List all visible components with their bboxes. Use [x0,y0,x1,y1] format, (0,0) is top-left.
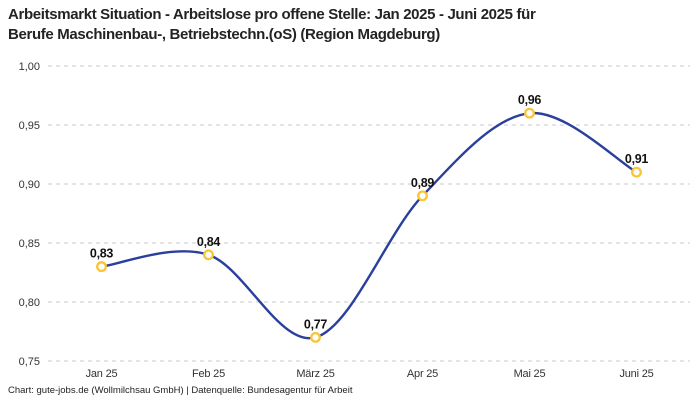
data-point-marker [96,261,107,273]
y-tick-label: 0,75 [19,356,40,368]
data-point-label: 0,83 [90,247,113,261]
chart-title: Arbeitsmarkt Situation - Arbeitslose pro… [8,5,692,45]
data-point-label: 0,89 [411,176,434,190]
y-tick-label: 0,80 [19,297,40,309]
data-point-label: 0,77 [304,317,327,331]
chart-title-line-1: Arbeitsmarkt Situation - Arbeitslose pro… [8,6,536,23]
y-tick-label: 1,00 [19,61,40,73]
series-line [100,111,638,340]
x-tick-label: Apr 25 [407,368,438,380]
x-tick-label: Feb 25 [192,368,225,380]
data-point-label: 0,84 [197,235,220,249]
data-point-marker [203,249,214,261]
y-tick-label: 0,85 [19,238,40,250]
chart-title-line-2: Berufe Maschinenbau-, Betriebstechn.(oS)… [8,26,440,43]
x-tick-label: Jan 25 [86,368,118,380]
x-tick-label: Juni 25 [619,368,653,380]
y-tick-label: 0,90 [19,179,40,191]
x-tick-label: März 25 [296,368,334,380]
chart-footer-attribution: Chart: gute-jobs.de (Wollmilchsau GmbH) … [8,385,353,396]
data-point-label: 0,91 [625,152,648,166]
x-tick-label: Mai 25 [514,368,546,380]
data-point-marker [631,166,642,178]
data-point-marker [310,331,321,343]
y-tick-label: 0,95 [19,120,40,132]
data-point-marker [417,190,428,202]
data-point-marker [524,107,535,119]
data-point-label: 0,96 [518,93,541,107]
